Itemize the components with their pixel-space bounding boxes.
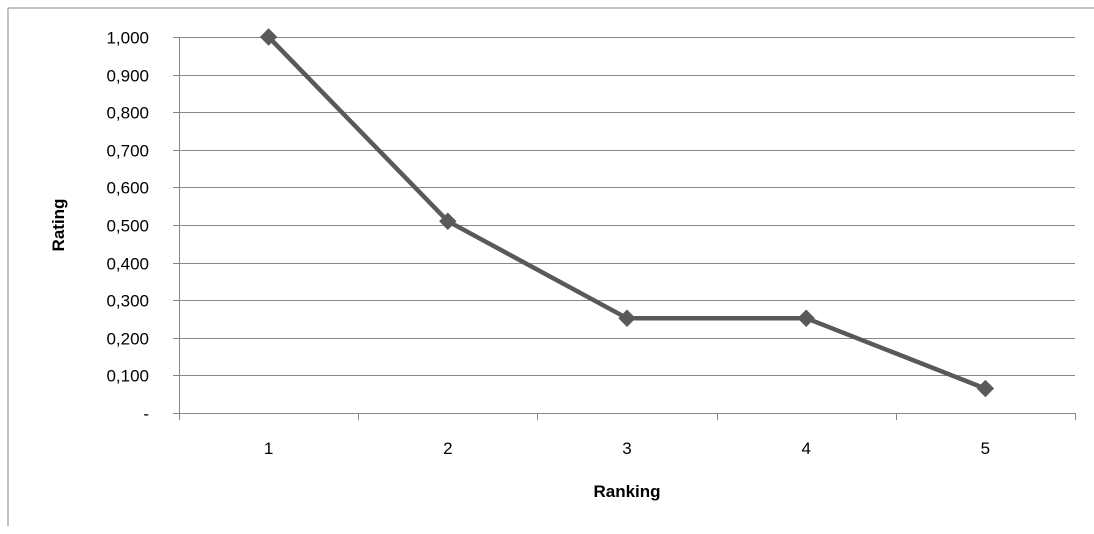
y-axis-title: Rating bbox=[49, 199, 68, 252]
y-tick-label: 0,600 bbox=[106, 179, 149, 198]
y-tick-label: 0,700 bbox=[106, 142, 149, 161]
x-axis-title: Ranking bbox=[593, 482, 660, 501]
series-layer bbox=[259, 28, 995, 398]
data-point-marker bbox=[618, 309, 636, 327]
gridlines bbox=[179, 37, 1075, 376]
y-tick-label: 1,000 bbox=[106, 29, 149, 48]
y-tick-label: - bbox=[143, 405, 149, 424]
x-tick-label: 3 bbox=[622, 439, 631, 458]
x-tick-label: 5 bbox=[981, 439, 990, 458]
y-tick-label: 0,800 bbox=[106, 104, 149, 123]
x-tick-label: 1 bbox=[264, 439, 273, 458]
chart-frame-border bbox=[7, 7, 1094, 526]
x-tick-labels: 1 2 3 4 5 bbox=[264, 439, 990, 458]
y-tick-label: 0,200 bbox=[106, 330, 149, 349]
y-tick-label: 0,300 bbox=[106, 292, 149, 311]
series-line bbox=[266, 34, 988, 391]
data-point-marker bbox=[439, 212, 457, 230]
x-tick-label: 4 bbox=[801, 439, 810, 458]
data-point-marker bbox=[259, 28, 278, 46]
y-tick-label: 0,400 bbox=[106, 255, 149, 274]
data-point-marker bbox=[797, 309, 815, 327]
axes bbox=[173, 37, 1076, 420]
y-tick-labels: - 0,100 0,200 0,300 0,400 0,500 0,600 0,700 0,80… bbox=[106, 29, 149, 424]
y-tick-label: 0,100 bbox=[106, 367, 149, 386]
y-tick-label: 0,900 bbox=[106, 67, 149, 86]
y-tick-label: 0,500 bbox=[106, 217, 149, 236]
x-tick-label: 2 bbox=[443, 439, 452, 458]
data-point-marker bbox=[976, 379, 995, 398]
